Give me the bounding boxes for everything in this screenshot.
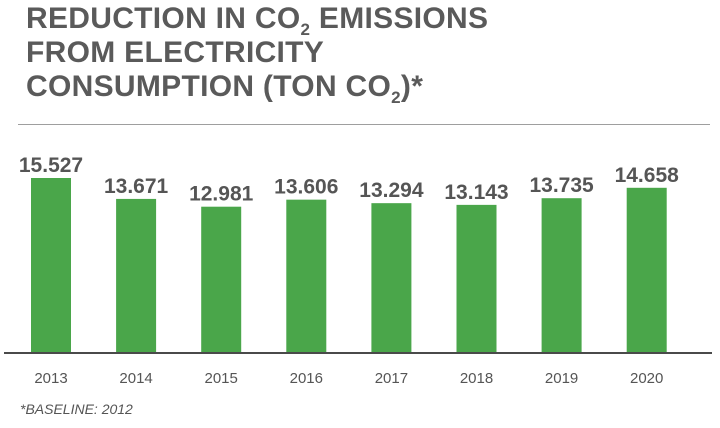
value-label-2014: 13.671 bbox=[104, 175, 169, 198]
x-tick-label-2015: 2015 bbox=[205, 370, 238, 387]
bar-2020 bbox=[626, 187, 667, 353]
bar-2019 bbox=[541, 198, 582, 353]
bar-2013 bbox=[31, 178, 71, 353]
x-tick-label-2019: 2019 bbox=[545, 370, 578, 387]
title-line-3: CONSUMPTION (TON CO2)* bbox=[26, 70, 488, 107]
chart-title: REDUCTION IN CO2 EMISSIONS FROM ELECTRIC… bbox=[26, 2, 489, 107]
value-label-2013: 15.527 bbox=[19, 154, 83, 177]
title-line-2: FROM ELECTRICITY bbox=[26, 36, 325, 69]
title-divider bbox=[18, 124, 710, 125]
title-subscript: 2 bbox=[391, 88, 401, 107]
bar-2015 bbox=[201, 206, 242, 353]
x-tick-label-2018: 2018 bbox=[460, 370, 493, 387]
title-line-1-rest: EMISSIONS bbox=[310, 2, 489, 35]
bar-2018 bbox=[456, 204, 497, 353]
x-tick-label-2016: 2016 bbox=[290, 370, 323, 387]
title-subscript: 2 bbox=[300, 20, 311, 39]
value-label-2016: 13.606 bbox=[274, 176, 338, 199]
value-label-2019: 13.735 bbox=[529, 174, 594, 197]
title-line-3-text: CONSUMPTION (TON CO bbox=[26, 70, 392, 103]
bar-2017 bbox=[371, 203, 412, 353]
x-tick-label-2014: 2014 bbox=[119, 370, 152, 387]
title-line-1-text: REDUCTION IN CO bbox=[26, 2, 301, 35]
bar-2014 bbox=[116, 198, 157, 353]
value-label-2015: 12.981 bbox=[189, 183, 254, 206]
x-tick-label-2020: 2020 bbox=[630, 370, 663, 387]
x-tick-label-2017: 2017 bbox=[375, 370, 408, 387]
bar-2016 bbox=[286, 199, 327, 353]
x-tick-label-2013: 2013 bbox=[34, 370, 67, 387]
value-label-2017: 13.294 bbox=[359, 179, 424, 202]
baseline-footnote: *BASELINE: 2012 bbox=[20, 401, 133, 417]
value-label-2020: 14.658 bbox=[615, 164, 680, 187]
value-label-2018: 13.143 bbox=[444, 181, 508, 204]
title-line-1: REDUCTION IN CO2 EMISSIONS bbox=[26, 2, 489, 39]
title-line-3-rest: )* bbox=[400, 70, 424, 103]
